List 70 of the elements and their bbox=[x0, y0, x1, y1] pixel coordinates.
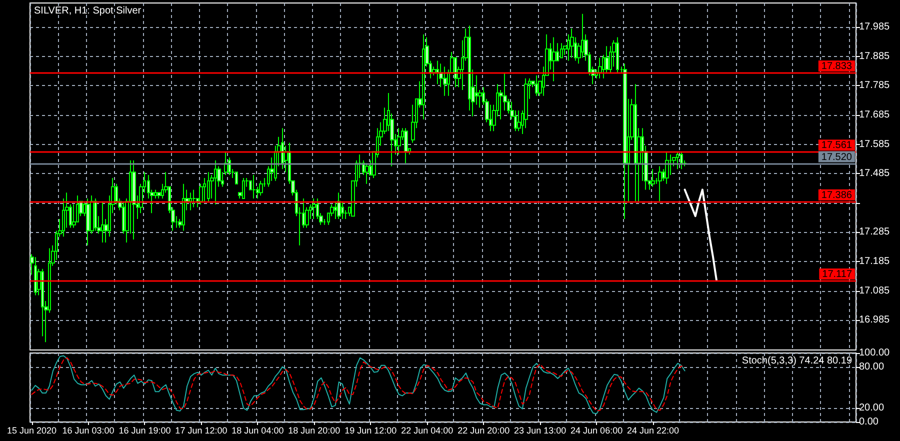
ref-line-label: 17.561 bbox=[821, 140, 852, 152]
x-tick-label: 16 Jun 03:00 bbox=[62, 426, 114, 436]
x-tick-label: 24 Jun 22:00 bbox=[627, 426, 680, 436]
y-tick-label: 17.485 bbox=[859, 168, 890, 180]
y-tick-label: 17.285 bbox=[859, 226, 890, 238]
candlestick bbox=[337, 192, 341, 220]
y-tick-label: 17.885 bbox=[859, 50, 890, 62]
ref-line-label: 17.386 bbox=[821, 190, 852, 201]
candlestick bbox=[94, 198, 97, 232]
candlestick bbox=[132, 160, 136, 240]
candlestick bbox=[665, 151, 669, 184]
y-tick-label: 20.00 bbox=[859, 402, 884, 414]
chart-title: SILVER, H1: Spot Silver bbox=[34, 6, 142, 16]
candlestick bbox=[397, 128, 401, 156]
x-tick-label: 24 Jun 06:00 bbox=[570, 426, 623, 436]
candlestick bbox=[598, 57, 602, 79]
x-tick-label: 23 Jun 13:00 bbox=[514, 426, 566, 436]
chart-title: Stoch(5,3,3) 74.24 80.19 bbox=[742, 356, 852, 366]
candlestick bbox=[560, 42, 563, 58]
ref-line-label: 17.833 bbox=[821, 60, 852, 72]
candlestick bbox=[101, 200, 104, 243]
candlestick bbox=[634, 84, 637, 202]
y-tick-label: 0.00 bbox=[859, 416, 879, 428]
y-tick-label: 17.585 bbox=[859, 138, 890, 150]
candlestick bbox=[281, 128, 284, 170]
x-tick-label: 16 Jun 19:00 bbox=[118, 426, 171, 436]
candlestick bbox=[651, 168, 655, 188]
x-tick-label: 19 Jun 12:00 bbox=[344, 426, 397, 436]
candlestick bbox=[535, 74, 538, 96]
candlestick bbox=[252, 174, 256, 199]
y-tick-label: 17.085 bbox=[859, 285, 890, 296]
x-tick-label: 22 Jun 04:00 bbox=[401, 426, 454, 436]
candlestick bbox=[192, 189, 196, 208]
candlestick bbox=[422, 34, 425, 120]
candlestick bbox=[242, 177, 245, 199]
candlestick bbox=[676, 151, 679, 170]
candlestick bbox=[443, 66, 447, 96]
candlestick bbox=[235, 172, 238, 184]
candlestick bbox=[658, 166, 662, 202]
y-tick-label: 100.00 bbox=[859, 348, 890, 358]
candlestick bbox=[214, 160, 217, 205]
candlestick bbox=[365, 162, 369, 184]
candlestick bbox=[552, 36, 556, 82]
candlestick bbox=[34, 256, 37, 296]
candlestick bbox=[182, 183, 185, 232]
y-tick-label: 17.785 bbox=[859, 80, 890, 92]
candlestick bbox=[680, 151, 683, 170]
candlestick bbox=[436, 60, 439, 85]
x-tick-label: 22 Jun 20:00 bbox=[458, 426, 510, 436]
candlestick bbox=[570, 28, 574, 58]
y-tick-label: 17.185 bbox=[859, 256, 890, 267]
x-tick-label: 17 Jun 12:00 bbox=[175, 426, 228, 436]
candlestick bbox=[86, 198, 90, 246]
ref-line-label: 17.117 bbox=[822, 269, 852, 280]
candlestick bbox=[312, 198, 316, 220]
line-series bbox=[684, 188, 718, 282]
candlestick bbox=[259, 180, 263, 196]
y-tick-label: 80.00 bbox=[859, 361, 884, 372]
candlestick bbox=[189, 192, 192, 211]
candlestick bbox=[616, 36, 619, 73]
ref-line-label: 17.520 bbox=[821, 152, 852, 163]
x-tick-label: 18 Jun 04:00 bbox=[232, 426, 284, 436]
candlestick bbox=[207, 172, 210, 202]
y-tick-label: 16.985 bbox=[859, 314, 890, 326]
y-tick-label: 17.985 bbox=[859, 22, 890, 33]
x-tick-label: 18 Jun 20:00 bbox=[288, 426, 340, 436]
x-tick-label: 15 Jun 2020 bbox=[6, 426, 57, 436]
y-tick-label: 17.685 bbox=[859, 109, 890, 120]
candlestick bbox=[517, 110, 521, 132]
candlestick bbox=[404, 128, 408, 164]
